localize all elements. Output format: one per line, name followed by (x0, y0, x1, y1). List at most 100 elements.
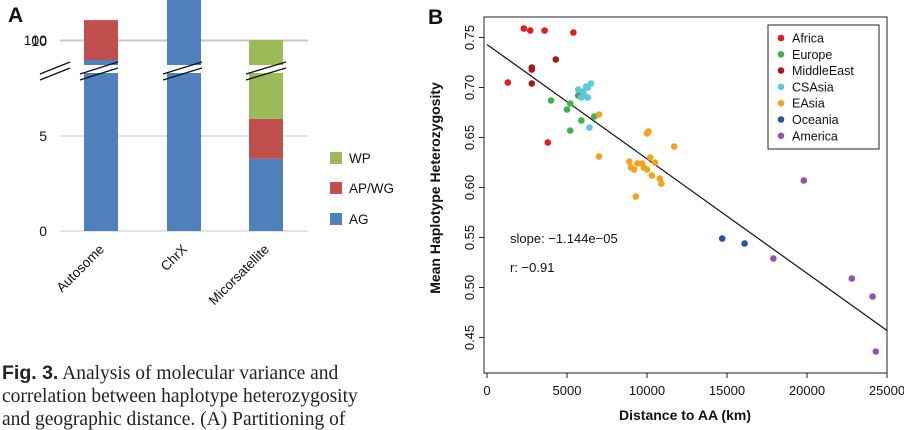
data-point (645, 128, 652, 135)
data-point (563, 106, 571, 113)
data-point (648, 172, 656, 179)
data-point (800, 177, 808, 184)
data-point (566, 100, 574, 107)
data-point (595, 111, 603, 118)
x-axis: 0 5000 10000 15000 20000 25000 (483, 373, 904, 398)
y-tick-label: 0.55 (462, 225, 477, 250)
data-point (566, 127, 574, 134)
data-point (584, 94, 592, 101)
data-point (630, 166, 638, 173)
x-tick-label: 5000 (553, 383, 582, 398)
data-point (632, 193, 640, 200)
slope-annotation: slope: −1.144e−05 (510, 231, 618, 246)
data-point (848, 275, 856, 282)
axis-break-slash (79, 67, 119, 81)
figure-caption: Fig. 3. Analysis of molecular variance a… (2, 362, 374, 430)
legend-label: WP (349, 151, 371, 166)
panel-a-letter: A (8, 4, 23, 27)
legend-marker (777, 67, 785, 74)
axis-break-slash (162, 61, 203, 75)
data-point (658, 180, 665, 187)
legend-label: America (792, 129, 838, 143)
axis-break-slash (39, 67, 71, 81)
data-point (504, 79, 512, 86)
axis-break-slash (245, 61, 287, 75)
caption-line-2: correlation between haplotype heterozygo… (2, 386, 358, 407)
caption-fig-label: Fig. 3. (2, 362, 59, 384)
legend-swatch (330, 182, 342, 194)
data-point (528, 66, 536, 73)
data-point (526, 27, 534, 34)
y-tick-label: 0.65 (462, 125, 477, 150)
legend-marker (777, 132, 785, 140)
legend-label: Oceania (792, 113, 839, 127)
legend-label: AP/WG (349, 181, 394, 196)
axis-break-slash (39, 61, 71, 75)
bar-segment (84, 60, 118, 231)
scatter-points (504, 25, 880, 355)
legend-marker (777, 83, 785, 91)
legend-marker (777, 99, 785, 107)
legend-label: MiddleEast (792, 64, 854, 78)
data-point (651, 159, 659, 166)
data-point (528, 80, 536, 87)
x-tick-label: 10000 (629, 383, 665, 398)
data-point (552, 56, 560, 63)
caption-line-1: Fig. 3. Analysis of molecular variance a… (2, 362, 374, 385)
legend-swatch (330, 213, 342, 225)
bar-segment (167, 0, 201, 232)
data-point (869, 293, 876, 300)
panel-b-scatter-plot: 0 5000 10000 15000 20000 25000 0.450.500.550.… (427, 16, 904, 423)
caption-text-1: Analysis of molecular variance and (62, 363, 339, 384)
y-tick-label: 5 (39, 128, 47, 144)
legend-swatch (330, 152, 342, 164)
x-tick-label: 15000 (709, 383, 745, 398)
panel-a-bar-chart: 051015100AutosomeChrXMicorsatelliteWPAP/… (24, 0, 394, 308)
data-point (520, 25, 528, 32)
bar-segment (249, 158, 283, 231)
legend-label: CSAsia (792, 80, 834, 94)
x-tick-label: 20000 (789, 383, 825, 398)
legend-marker (777, 51, 785, 58)
bar-segment (249, 40, 283, 119)
category-label: Micorsatellite (206, 242, 272, 308)
data-point (656, 175, 664, 182)
data-point (587, 80, 595, 87)
data-point (646, 154, 654, 161)
axis-break-slash (245, 67, 287, 81)
legend-box (767, 24, 880, 150)
data-point (640, 164, 648, 171)
data-point (718, 235, 726, 242)
y-tick-label: 0.70 (462, 75, 477, 100)
data-point (578, 117, 585, 124)
data-point (872, 348, 880, 355)
axis-break-slash (79, 61, 119, 75)
data-point (670, 143, 678, 150)
y-axis-label: Mean Haplotype Heterozygosity (427, 82, 443, 294)
axis-break-gap (52, 65, 312, 73)
legend-marker (777, 116, 785, 123)
legend: Africa Europe MiddleEast CSAsia EAsia Oceania… (767, 24, 880, 150)
data-point (595, 153, 603, 160)
x-tick-label: 0 (483, 383, 490, 398)
y-tick-label: 0.45 (462, 325, 477, 350)
legend-label: Europe (792, 48, 832, 62)
data-point (586, 124, 593, 131)
legend-label: AG (349, 212, 369, 227)
r-annotation: r: −0.91 (510, 260, 554, 275)
regression-line (486, 44, 888, 331)
category-label: ChrX (158, 242, 190, 274)
legend-label: Africa (792, 32, 824, 46)
legend-label: EAsia (792, 97, 825, 111)
y-tick-label: 10 (31, 33, 47, 49)
y-tick-label: 0.75 (462, 25, 477, 50)
panel-b-letter: B (428, 6, 443, 29)
y-tick-label: 0 (39, 223, 47, 239)
y-tick-label: 0.60 (462, 175, 477, 200)
data-point (626, 158, 633, 165)
y-tick-label: 0.50 (462, 275, 477, 300)
category-label: Autosome (54, 242, 108, 296)
data-point (541, 27, 548, 34)
caption-line-3: and geographic distance. (A) Partitionin… (2, 409, 346, 430)
plot-frame (483, 16, 888, 374)
